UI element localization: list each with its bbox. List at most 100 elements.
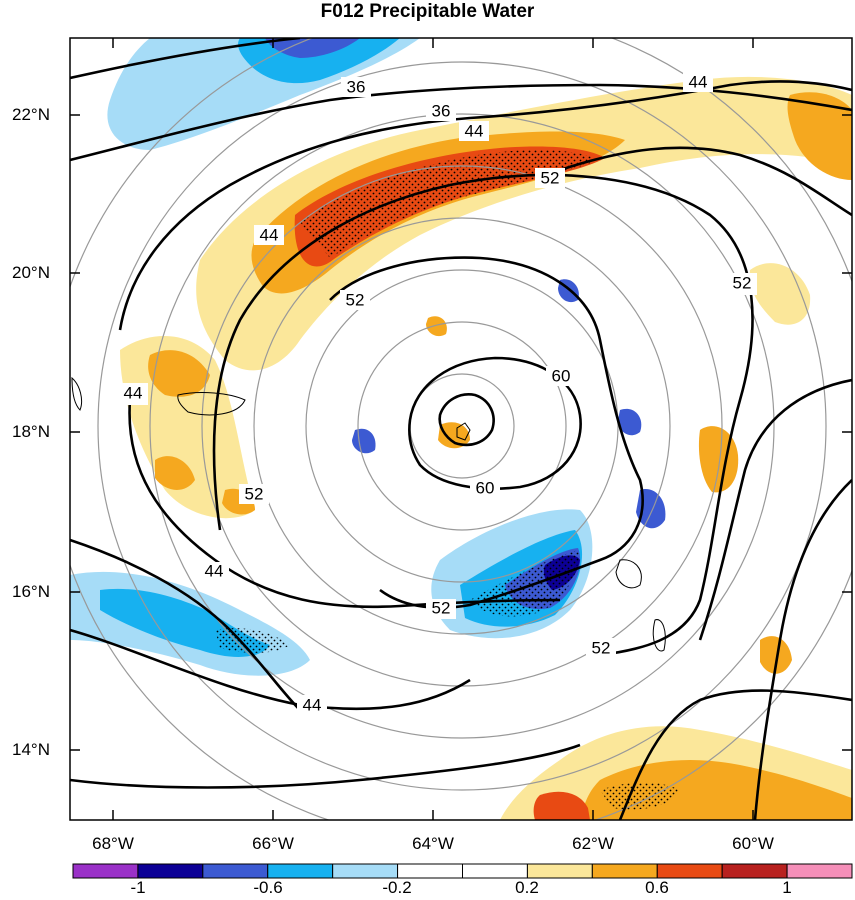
plot-frame [69, 37, 853, 821]
southeast-red-patch [533, 791, 590, 820]
axis-ticks [70, 38, 852, 820]
thin-contour-3 [71, 376, 83, 411]
colorbar-swatch [332, 863, 399, 879]
contour-label-text: 44 [124, 383, 143, 402]
contour-label-11: 52 [727, 273, 757, 295]
contour-label-text: 52 [733, 273, 752, 292]
precipitable-water-contours [70, 38, 852, 820]
thin-contour-2 [177, 392, 246, 416]
colorbar-tick-label: -0.6 [253, 878, 283, 897]
contour-label-4: 44 [459, 121, 489, 141]
range-ring-4 [253, 217, 671, 635]
longitude-label-62w: 62°W [572, 834, 614, 853]
contour-label-6: 44 [118, 383, 148, 405]
range-ring-6 [149, 113, 775, 739]
contour-label-text: 52 [432, 598, 451, 617]
colorbar-swatch [526, 863, 593, 879]
range-ring-2 [357, 321, 567, 531]
colorbar [72, 863, 853, 879]
contour-52-outer [212, 173, 754, 657]
colorbar-swatch [721, 863, 788, 879]
contour-southeast [618, 689, 852, 820]
contour-label-16: 60 [470, 478, 500, 498]
latitude-label-20n: 20°N [12, 263, 50, 282]
colorbar-swatch [786, 863, 853, 879]
colorbar-swatch [202, 863, 269, 879]
map-title: F012 Precipitable Water [320, 1, 535, 22]
contour-60 [408, 356, 582, 490]
contour-label-10: 52 [340, 290, 370, 310]
contour-label-8: 44 [297, 695, 327, 715]
contour-label-13: 52 [426, 598, 456, 619]
contour-44-north [118, 80, 852, 331]
colorbar-tick-label: -0.2 [382, 878, 412, 897]
latitude-label-14n: 14°N [12, 740, 50, 759]
stippled-region-southeast [600, 782, 680, 810]
center-warm-patch [438, 422, 470, 449]
colorbar-tick-label: 0.6 [645, 878, 669, 897]
contour-label-14: 52 [586, 638, 616, 658]
longitude-label-64w: 64°W [412, 834, 454, 853]
range-ring-3 [305, 269, 619, 583]
contour-label-text: 52 [541, 168, 560, 187]
colorbar-tick-label: 1 [782, 878, 792, 897]
contour-label-9: 52 [535, 168, 565, 188]
contour-label-text: 36 [432, 101, 451, 120]
contour-label-3: 44 [683, 72, 713, 92]
west-orange-patch [148, 350, 210, 397]
contour-label-text: 44 [465, 121, 484, 140]
contour-label-text: 36 [347, 77, 366, 96]
east-orange-patch-3 [760, 636, 792, 674]
contour-label-text: 44 [303, 695, 322, 714]
east-warm-patch [698, 426, 739, 493]
contour-label-15: 60 [546, 366, 576, 386]
contour-44-sw-2 [70, 538, 301, 711]
contour-label-7: 44 [199, 561, 229, 582]
thin-contour-5 [652, 619, 666, 652]
contour-44-south [70, 743, 581, 789]
latitude-label-18n: 18°N [12, 422, 50, 441]
latitude-label-22n: 22°N [12, 105, 50, 124]
range-ring-7 [97, 61, 827, 791]
colorbar-swatch [591, 863, 658, 879]
contour-label-text: 52 [592, 638, 611, 657]
east-blue-patch [636, 489, 666, 529]
colorbar-tick-label: 0.2 [515, 878, 539, 897]
colorbar-swatch [137, 863, 204, 879]
thin-contours [71, 376, 666, 652]
contour-36 [70, 83, 852, 162]
contour-label-group: 36 36 44 44 44 44 44 44 52 52 52 52 52 5… [118, 72, 757, 715]
colorbar-tick-label: -1 [130, 878, 146, 897]
contour-60-inner [438, 393, 495, 447]
center-warm-patch-2 [426, 316, 447, 337]
longitude-label-66w: 66°W [252, 834, 294, 853]
center-blue-patch [352, 428, 376, 454]
stippled-region-north [300, 149, 598, 258]
contour-label-text: 44 [689, 72, 708, 91]
contour-north-inner [559, 146, 852, 217]
contour-label-text: 52 [245, 484, 264, 503]
contour-label-12: 52 [239, 484, 269, 504]
colorbar-swatch [267, 863, 334, 879]
colorbar-swatch [462, 863, 528, 879]
shaded-anomaly-field [70, 38, 852, 820]
contour-label-text: 44 [260, 225, 279, 244]
contour-label-text: 60 [552, 366, 571, 385]
longitude-label-60w: 60°W [732, 834, 774, 853]
thin-contour-4 [615, 559, 642, 589]
contour-52-inner [329, 256, 644, 609]
contour-label-2: 36 [426, 101, 456, 121]
east-blue-patch-2 [618, 408, 642, 436]
contour-east-lower [753, 479, 852, 820]
colorbar-swatch [72, 863, 139, 879]
west-orange-patch-2 [155, 456, 195, 490]
contour-label-text: 52 [346, 290, 365, 309]
latitude-label-16n: 16°N [12, 582, 50, 601]
colorbar-swatch [397, 863, 464, 879]
thin-contour-1 [456, 422, 471, 441]
contour-52-east [698, 378, 852, 641]
strong-negative-core-northwest [265, 38, 360, 58]
northeast-orange-patch [787, 92, 852, 180]
longitude-label-68w: 68°W [92, 834, 134, 853]
